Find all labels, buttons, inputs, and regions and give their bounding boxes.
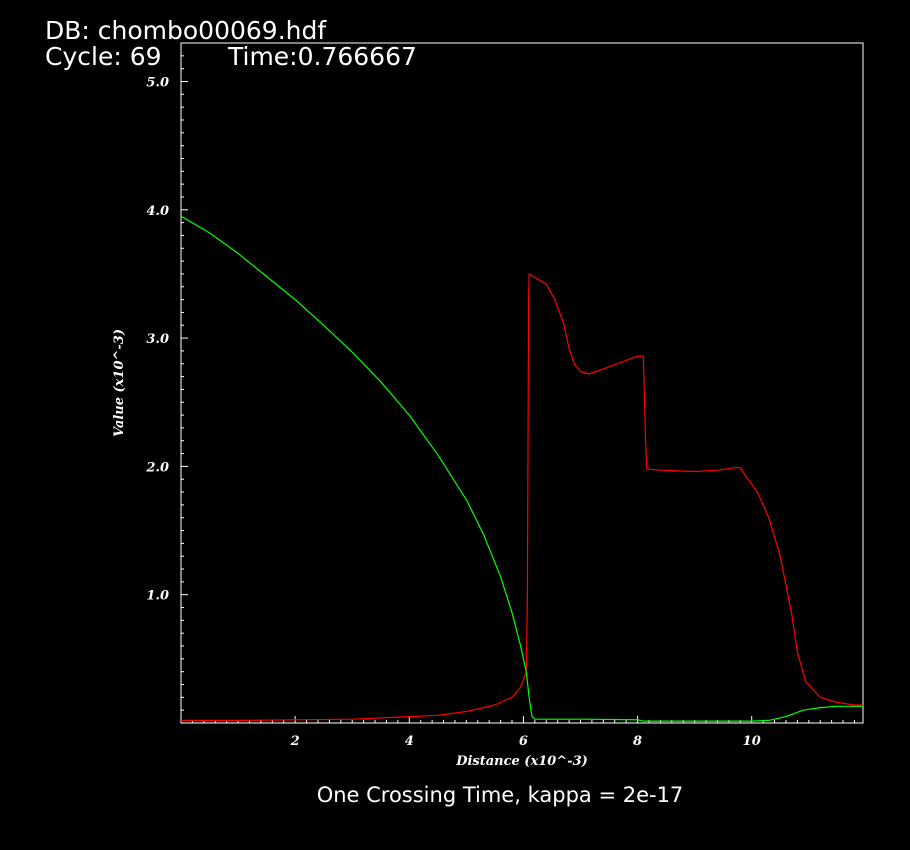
plot-area: 2 4 6 8 10 1.0 2.0 3.0 4.0 5.0: [145, 42, 864, 749]
y-tick-label: 3.0: [146, 332, 169, 347]
time-label: Time:0.766667: [227, 42, 417, 71]
y-tick-label: 4.0: [146, 204, 169, 219]
x-tick-label: 2: [290, 734, 300, 749]
x-tick-label: 8: [633, 734, 642, 749]
caption: One Crossing Time, kappa = 2e-17: [317, 783, 684, 807]
x-tick-label: 4: [405, 734, 414, 749]
x-axis-title: Distance (x10^-3): [455, 754, 588, 769]
red-series-line: [181, 273, 863, 722]
x-tick-label: 10: [743, 734, 761, 749]
y-tick-label: 5.0: [146, 75, 169, 90]
db-label: DB: chombo00069.hdf: [45, 16, 327, 45]
green-series-line: [180, 215, 863, 722]
y-axis-title: Value (x10^-3): [112, 329, 127, 437]
cycle-label: Cycle: 69: [45, 42, 162, 71]
plot-frame: [180, 42, 864, 724]
x-tick-label: 6: [519, 734, 528, 749]
y-tick-label: 1.0: [146, 589, 169, 604]
y-tick-label: 2.0: [145, 460, 169, 475]
